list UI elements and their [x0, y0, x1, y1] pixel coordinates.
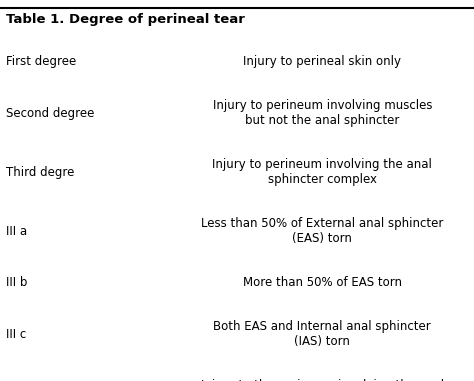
Text: III a: III a [6, 225, 27, 238]
Text: Injury to perineum involving the anal
sphincter complex: Injury to perineum involving the anal sp… [212, 158, 432, 186]
Text: III c: III c [6, 328, 26, 341]
Text: Second degree: Second degree [6, 107, 94, 120]
Text: Injury to perineal skin only: Injury to perineal skin only [243, 55, 401, 69]
Text: III b: III b [6, 276, 27, 290]
Text: Table 1. Degree of perineal tear: Table 1. Degree of perineal tear [6, 13, 245, 26]
Text: Injury to perineum involving muscles
but not the anal sphincter: Injury to perineum involving muscles but… [212, 99, 432, 127]
Text: More than 50% of EAS torn: More than 50% of EAS torn [243, 276, 402, 290]
Text: First degree: First degree [6, 55, 76, 69]
Text: Injury to the perineum involving the anal
sphincter complex (EAS and IAS) and: Injury to the perineum involving the ana… [201, 379, 444, 381]
Text: Less than 50% of External anal sphincter
(EAS) torn: Less than 50% of External anal sphincter… [201, 218, 444, 245]
Text: Both EAS and Internal anal sphincter
(IAS) torn: Both EAS and Internal anal sphincter (IA… [213, 320, 431, 348]
Text: Third degre: Third degre [6, 166, 74, 179]
